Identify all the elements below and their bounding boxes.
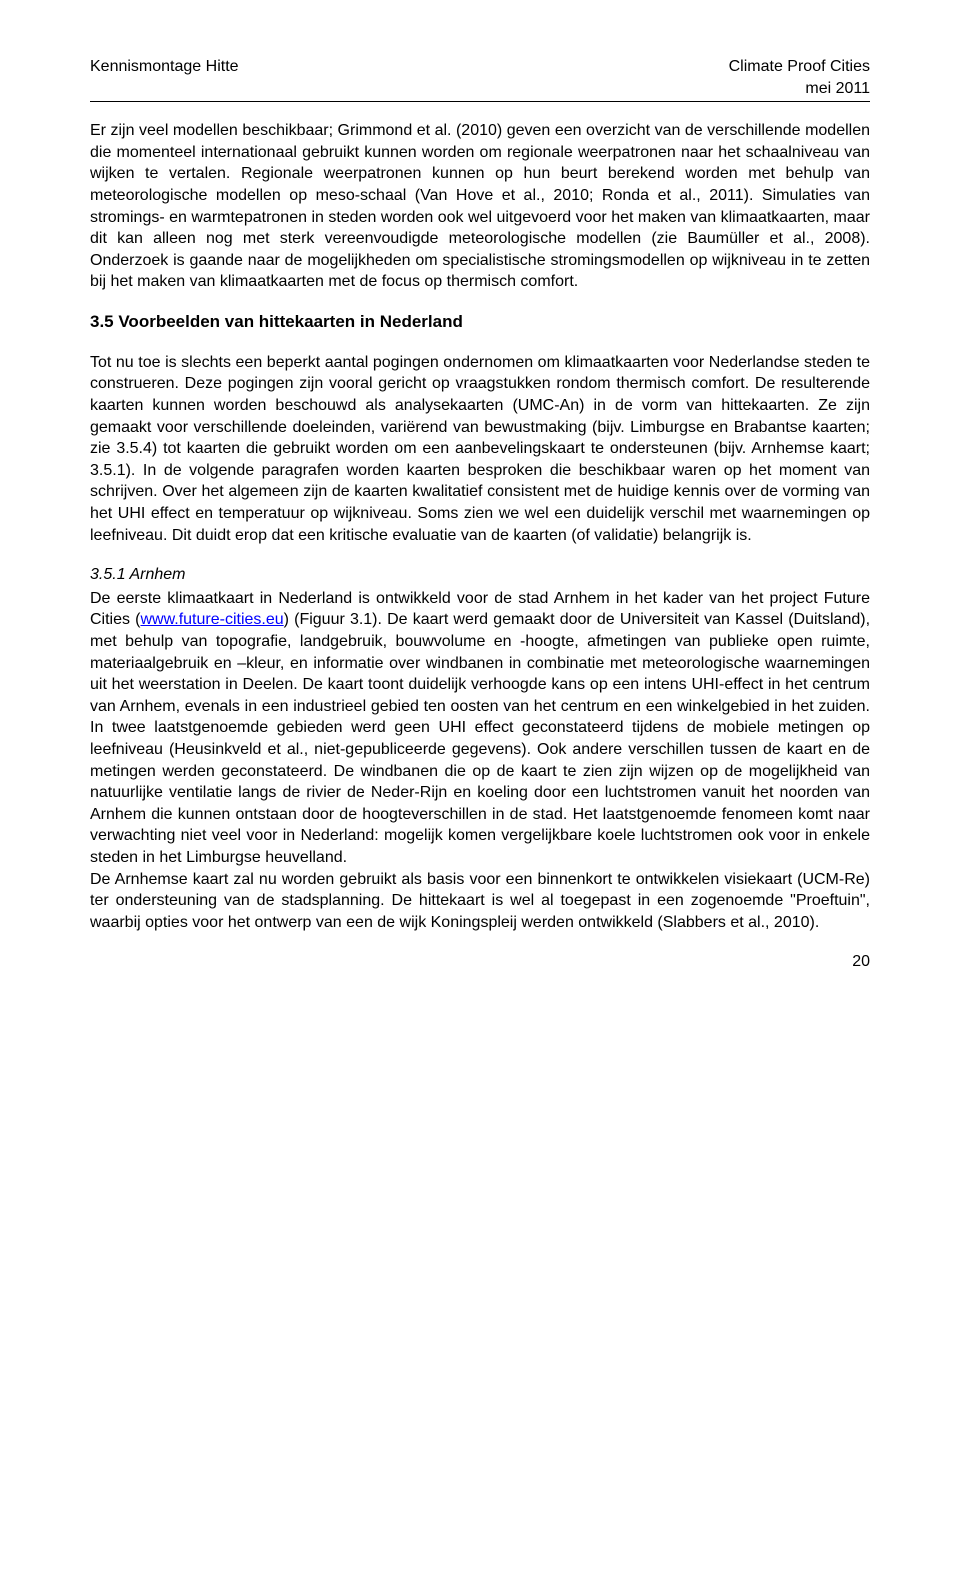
header-left: Kennismontage Hitte	[90, 56, 239, 99]
future-cities-link[interactable]: www.future-cities.eu	[140, 611, 283, 628]
page-header: Kennismontage Hitte Climate Proof Cities…	[90, 56, 870, 102]
header-right-date: mei 2011	[729, 78, 870, 100]
paragraph-1: Er zijn veel modellen beschikbaar; Grimm…	[90, 120, 870, 293]
header-right: Climate Proof Cities mei 2011	[729, 56, 870, 99]
paragraph-4: De Arnhemse kaart zal nu worden gebruikt…	[90, 869, 870, 934]
section-heading-3-5: 3.5 Voorbeelden van hittekaarten in Nede…	[90, 311, 870, 334]
paragraph-2: Tot nu toe is slechts een beperkt aantal…	[90, 352, 870, 546]
subsection-heading-3-5-1: 3.5.1 Arnhem	[90, 564, 870, 586]
paragraph-3: De eerste klimaatkaart in Nederland is o…	[90, 588, 870, 869]
paragraph-3-part2: ) (Figuur 3.1). De kaart werd gemaakt do…	[90, 611, 870, 866]
header-right-title: Climate Proof Cities	[729, 56, 870, 78]
page-number: 20	[90, 951, 870, 973]
